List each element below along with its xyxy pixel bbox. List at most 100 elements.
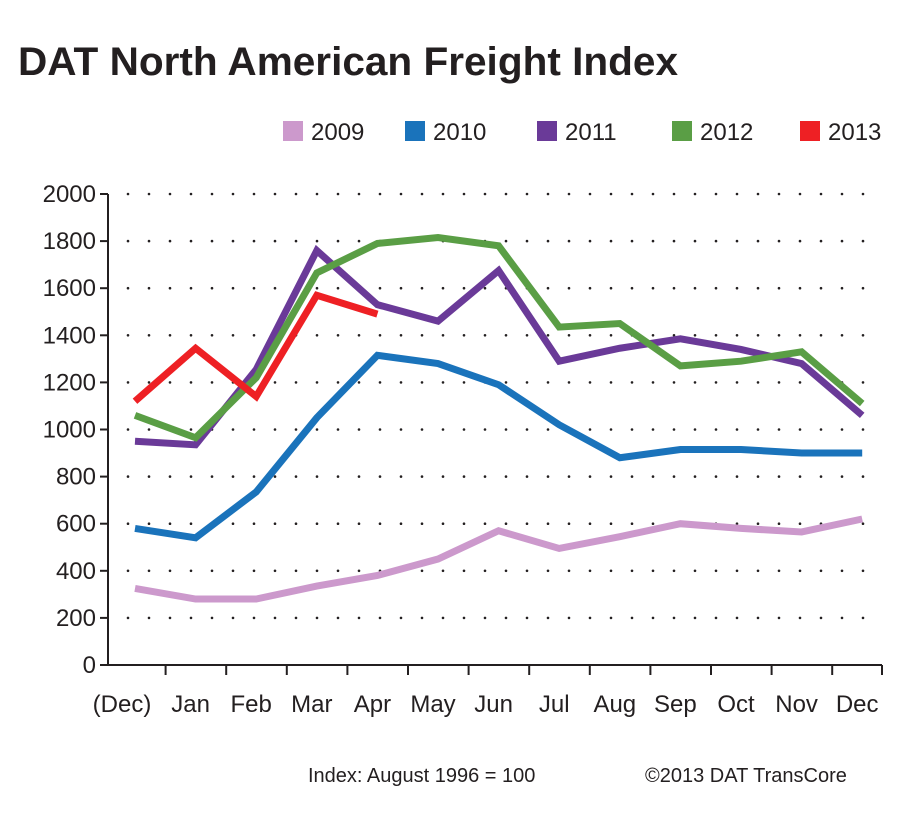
- grid-dot: [861, 475, 865, 478]
- grid-dot: [168, 381, 172, 384]
- series-line-2011: [134, 244, 865, 449]
- grid-dot: [189, 286, 193, 290]
- grid-dot: [357, 475, 361, 478]
- grid-dot: [777, 334, 781, 337]
- grid-dot: [504, 192, 508, 196]
- legend-label-2012: 2012: [700, 119, 753, 146]
- grid-dot: [735, 428, 739, 431]
- grid-dot: [147, 522, 151, 525]
- grid-dot: [441, 192, 445, 196]
- grid-dot: [525, 192, 529, 196]
- grid-dot: [798, 239, 802, 243]
- grid-dot: [630, 286, 634, 290]
- credit: ©2013 DAT TransCore: [645, 765, 847, 787]
- grid-dot: [819, 569, 823, 573]
- grid-dot: [672, 569, 676, 573]
- grid-dot: [735, 381, 739, 384]
- grid-dot: [483, 569, 487, 573]
- grid-dot: [189, 475, 193, 478]
- grid-dot: [231, 239, 235, 243]
- grid-dot: [693, 286, 697, 290]
- grid-dot: [693, 239, 697, 243]
- grid-dot: [504, 475, 508, 478]
- grid-dot: [378, 192, 382, 196]
- grid-dot: [546, 334, 550, 337]
- grid-dot: [231, 569, 235, 573]
- grid-dot: [357, 334, 361, 337]
- grid-dot: [462, 569, 466, 573]
- grid-dot: [441, 428, 445, 431]
- grid-dot: [567, 239, 571, 243]
- grid-dot: [714, 286, 718, 290]
- grid-dot: [189, 334, 193, 337]
- y-tick-label: 1400: [43, 322, 96, 349]
- grid-dot: [483, 428, 487, 431]
- grid-dot: [420, 428, 424, 431]
- grid-dot: [651, 522, 655, 525]
- grid-dot: [147, 475, 151, 478]
- grid-dot: [609, 286, 613, 290]
- grid-dot: [819, 334, 823, 337]
- grid-dot: [861, 428, 865, 431]
- grid-dot: [315, 381, 319, 384]
- axes: 0 200 400 600 800 1000 1200 1400 1600 1800 2000 (De…: [43, 181, 883, 718]
- grid-dot: [588, 428, 592, 431]
- grid-dot: [819, 428, 823, 431]
- grid-dot: [483, 522, 487, 525]
- grid-dot: [336, 239, 340, 243]
- grid-dot: [546, 428, 550, 431]
- grid-dot: [441, 334, 445, 337]
- x-tick-label: Jun: [474, 691, 513, 718]
- grid-dot: [672, 616, 676, 620]
- grid-dot: [126, 381, 130, 384]
- grid-dot: [609, 239, 613, 243]
- grid-dot: [273, 239, 277, 243]
- grid-dot: [630, 192, 634, 196]
- grid-dot: [630, 475, 634, 478]
- grid-dot: [462, 192, 466, 196]
- grid-dot: [693, 192, 697, 196]
- grid-dot: [189, 192, 193, 196]
- x-tick-label: Mar: [291, 691, 332, 718]
- grid-dot: [294, 569, 298, 573]
- grid-dot: [294, 192, 298, 196]
- grid-dot: [798, 522, 802, 525]
- grid-dot: [777, 428, 781, 431]
- grid-dot: [252, 569, 256, 573]
- grid-dot: [756, 522, 760, 525]
- grid-dot: [798, 381, 802, 384]
- legend-label-2010: 2010: [433, 119, 486, 146]
- grid-dot: [126, 286, 130, 290]
- grid-dot: [525, 522, 529, 525]
- grid-dot: [756, 192, 760, 196]
- grid-dot: [168, 616, 172, 620]
- grid-dot: [651, 192, 655, 196]
- grid-dot: [336, 286, 340, 290]
- grid-dot: [357, 192, 361, 196]
- grid-dot: [336, 334, 340, 337]
- grid-dot: [168, 569, 172, 573]
- x-tick-label: Jan: [171, 691, 210, 718]
- grid-dot: [315, 428, 319, 431]
- grid-dot: [798, 192, 802, 196]
- x-tick-label: Aug: [593, 691, 636, 718]
- grid-dot: [777, 616, 781, 620]
- grid-dot: [525, 381, 529, 384]
- grid-dot: [168, 334, 172, 337]
- grid-dot: [651, 381, 655, 384]
- grid-dot: [294, 475, 298, 478]
- grid-dot: [567, 475, 571, 478]
- grid-dot: [147, 239, 151, 243]
- grid-dot: [840, 569, 844, 573]
- y-tick-label: 800: [56, 464, 96, 491]
- y-tick-label: 1600: [43, 275, 96, 302]
- grid-dot: [294, 381, 298, 384]
- grid-dot: [651, 569, 655, 573]
- grid-dot: [168, 286, 172, 290]
- grid-dot: [462, 286, 466, 290]
- y-tick-label: 200: [56, 605, 96, 632]
- grid-dot: [147, 381, 151, 384]
- grid-dot: [861, 569, 865, 573]
- grid-dot: [189, 569, 193, 573]
